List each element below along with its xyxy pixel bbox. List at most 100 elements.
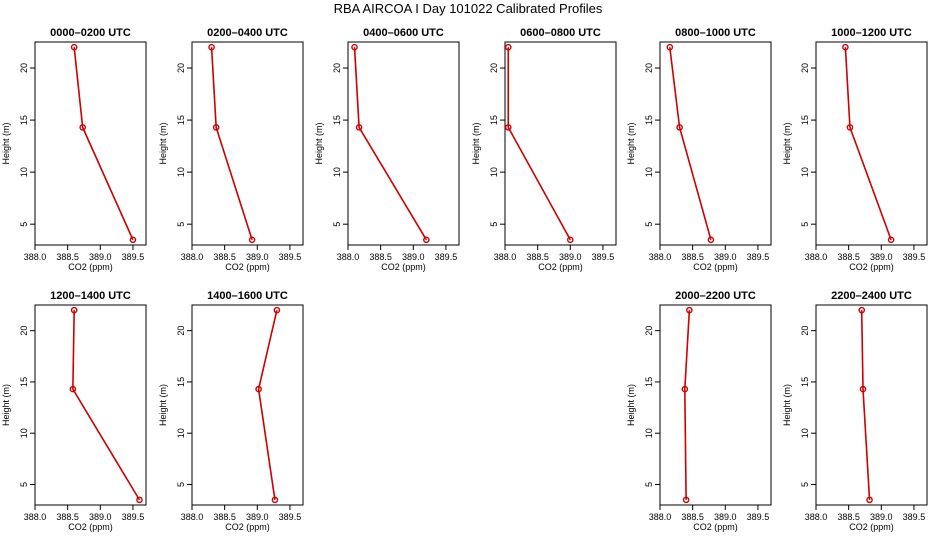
data-point bbox=[136, 496, 143, 504]
x-tick-label: 388.0 bbox=[181, 512, 204, 522]
x-tick-label: 388.0 bbox=[24, 512, 47, 522]
data-point bbox=[676, 124, 683, 131]
x-tick-label: 388.0 bbox=[181, 252, 204, 262]
data-point bbox=[355, 124, 363, 131]
y-tick-label: 5 bbox=[800, 482, 810, 487]
data-point bbox=[129, 236, 137, 244]
panel-title: 2200–2400 UTC bbox=[831, 290, 912, 302]
x-tick-label: 389.0 bbox=[714, 252, 737, 262]
data-point bbox=[887, 236, 895, 244]
x-tick-label: 388.5 bbox=[681, 252, 704, 262]
y-tick-label: 15 bbox=[800, 115, 810, 125]
panel-title: 2000–2200 UTC bbox=[675, 290, 756, 302]
x-tick-label: 388.0 bbox=[805, 512, 828, 522]
x-tick-label: 389.0 bbox=[870, 512, 893, 522]
y-tick-label: 20 bbox=[644, 63, 654, 73]
x-tick-label: 389.0 bbox=[89, 252, 112, 262]
y-tick-label: 15 bbox=[176, 115, 186, 125]
x-axis-label: CO2 (ppm) bbox=[225, 262, 270, 272]
profile-line bbox=[257, 309, 278, 500]
plot-frame bbox=[504, 41, 617, 246]
x-tick-label: 389.0 bbox=[89, 512, 112, 522]
y-tick-label: 5 bbox=[644, 482, 654, 487]
panel-title: 0200–0400 UTC bbox=[207, 27, 288, 39]
x-tick-label: 388.5 bbox=[56, 512, 79, 522]
x-tick-label: 388.5 bbox=[369, 252, 392, 262]
y-tick-label: 10 bbox=[19, 167, 29, 177]
y-tick-label: 15 bbox=[644, 115, 654, 125]
x-tick-label: 388.5 bbox=[213, 252, 236, 262]
x-axis-label: CO2 (ppm) bbox=[68, 522, 113, 532]
x-tick-label: 389.0 bbox=[870, 252, 893, 262]
panel-2: 0400–0600 UTC 388.0 388.5 389.0 389.5 CO2 (pp… bbox=[314, 27, 460, 272]
y-tick-label: 10 bbox=[489, 167, 499, 177]
y-axis-label: Height (m) bbox=[314, 122, 324, 164]
y-tick-label: 5 bbox=[800, 222, 810, 227]
y-tick-label: 20 bbox=[176, 326, 186, 336]
y-tick-label: 10 bbox=[800, 167, 810, 177]
y-tick-label: 15 bbox=[644, 377, 654, 387]
y-tick-label: 5 bbox=[489, 222, 499, 227]
panel-7: 1400–1600 UTC 388.0 388.5 389.0 389.5 CO2 (pp… bbox=[158, 290, 304, 532]
y-tick-label: 15 bbox=[332, 115, 342, 125]
panel-title: 0600–0800 UTC bbox=[520, 27, 601, 39]
y-tick-label: 5 bbox=[644, 222, 654, 227]
profile-line bbox=[507, 47, 571, 241]
y-tick-label: 20 bbox=[800, 326, 810, 336]
y-axis-label: Height (m) bbox=[158, 384, 168, 426]
x-tick-label: 388.5 bbox=[837, 252, 860, 262]
plot-frame bbox=[347, 41, 460, 246]
y-tick-label: 10 bbox=[176, 167, 186, 177]
x-tick-label: 389.0 bbox=[559, 252, 582, 262]
profile-line bbox=[353, 47, 428, 241]
y-tick-label: 20 bbox=[489, 63, 499, 73]
x-tick-label: 389.5 bbox=[592, 252, 615, 262]
x-tick-label: 389.0 bbox=[246, 252, 269, 262]
y-tick-label: 5 bbox=[332, 222, 342, 227]
x-axis-label: CO2 (ppm) bbox=[381, 262, 426, 272]
plot-frame bbox=[659, 304, 772, 506]
panel-5: 1000–1200 UTC 388.0 388.5 389.0 389.5 CO2 (pp… bbox=[782, 27, 928, 272]
y-axis-label: Height (m) bbox=[782, 122, 792, 164]
data-point bbox=[566, 236, 574, 244]
profile-line bbox=[860, 310, 871, 500]
y-tick-label: 5 bbox=[19, 222, 29, 227]
y-axis-label: Height (m) bbox=[626, 384, 636, 426]
plot-frame bbox=[34, 41, 147, 246]
y-axis-label: Height (m) bbox=[626, 122, 636, 164]
y-axis-label: Height (m) bbox=[158, 122, 168, 164]
y-tick-label: 5 bbox=[176, 222, 186, 227]
data-point bbox=[707, 236, 715, 244]
x-tick-label: 388.5 bbox=[837, 512, 860, 522]
data-point bbox=[271, 496, 279, 504]
x-tick-label: 388.0 bbox=[649, 512, 672, 522]
x-axis-label: CO2 (ppm) bbox=[68, 262, 113, 272]
panel-title: 1000–1200 UTC bbox=[831, 27, 912, 39]
data-point bbox=[69, 385, 77, 393]
x-axis-label: CO2 (ppm) bbox=[693, 522, 738, 532]
panel-title: 0800–1000 UTC bbox=[675, 27, 756, 39]
panel-3: 0600–0800 UTC 388.0 388.5 389.0 389.5 CO2 (pp… bbox=[471, 27, 617, 272]
y-tick-label: 5 bbox=[19, 482, 29, 487]
x-axis-label: CO2 (ppm) bbox=[849, 262, 894, 272]
plot-frame bbox=[191, 41, 304, 246]
profile-line bbox=[684, 310, 691, 500]
panel-title: 0400–0600 UTC bbox=[363, 27, 444, 39]
plot-frame bbox=[34, 304, 147, 506]
x-tick-label: 389.0 bbox=[714, 512, 737, 522]
y-axis-label: Height (m) bbox=[1, 384, 11, 426]
x-axis-label: CO2 (ppm) bbox=[225, 522, 270, 532]
y-tick-label: 15 bbox=[19, 377, 29, 387]
y-tick-label: 20 bbox=[19, 63, 29, 73]
profile-line bbox=[72, 310, 141, 501]
x-tick-label: 389.5 bbox=[903, 512, 926, 522]
x-tick-label: 388.5 bbox=[526, 252, 549, 262]
panel-0: 0000–0200 UTC 388.0 388.5 389.0 389.5 CO2 (pp… bbox=[1, 27, 147, 272]
x-tick-label: 388.0 bbox=[337, 252, 360, 262]
data-point bbox=[842, 43, 849, 51]
y-tick-label: 20 bbox=[800, 63, 810, 73]
x-tick-label: 389.5 bbox=[747, 512, 770, 522]
data-point bbox=[70, 43, 78, 51]
x-tick-label: 388.0 bbox=[805, 252, 828, 262]
